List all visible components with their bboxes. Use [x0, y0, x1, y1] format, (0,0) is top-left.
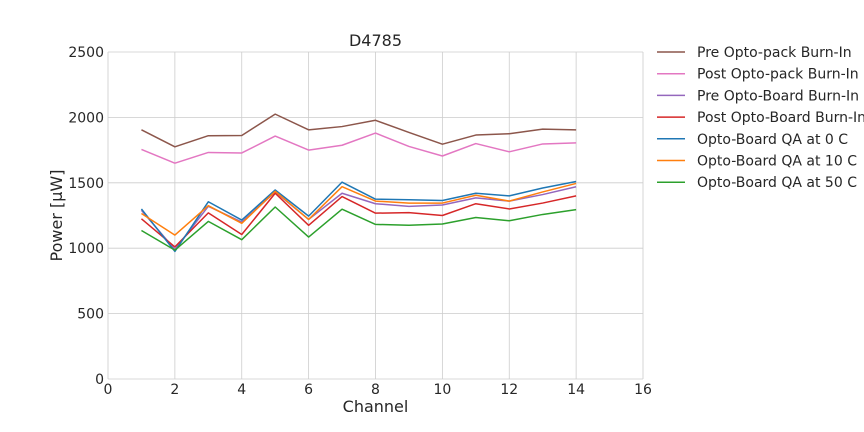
- series-line-1: [141, 113, 577, 148]
- legend-label: Post Opto-pack Burn-In: [697, 67, 859, 83]
- x-axis-label: Channel: [343, 397, 409, 416]
- y-tick-label: 0: [95, 372, 104, 388]
- x-tick-label: 0: [104, 382, 113, 398]
- legend-label: Opto-Board QA at 10 C: [697, 154, 857, 170]
- x-tick-label: 4: [237, 382, 246, 398]
- y-tick-label: 1500: [68, 176, 104, 192]
- series-line-2: [141, 132, 577, 164]
- x-tick-label: 8: [371, 382, 380, 398]
- x-tick-label: 2: [170, 382, 179, 398]
- series-line-4: [140, 192, 577, 248]
- x-tick-label: 10: [433, 382, 451, 398]
- legend: Pre Opto-pack Burn-In Post Opto-pack Burn…: [657, 45, 864, 191]
- legend-label: Opto-Board QA at 50 C: [697, 175, 857, 191]
- x-tick-labels: 0 2 4 6 8 10 12 14 16: [104, 382, 652, 398]
- series-lines: [140, 113, 577, 253]
- series-line-5: [140, 180, 577, 253]
- y-tick-label: 500: [77, 307, 104, 323]
- chart-title: D4785: [349, 31, 402, 50]
- legend-label: Pre Opto-Board Burn-In: [697, 88, 859, 104]
- legend-label: Opto-Board QA at 0 C: [697, 132, 848, 148]
- y-tick-labels: 0 500 1000 1500 2000 2500: [68, 45, 104, 388]
- x-tick-label: 6: [304, 382, 313, 398]
- y-tick-label: 2000: [68, 110, 104, 126]
- y-axis-label: Power [μW]: [47, 170, 66, 262]
- legend-label: Pre Opto-pack Burn-In: [697, 45, 852, 61]
- y-tick-label: 2500: [68, 45, 104, 61]
- x-tick-label: 12: [500, 382, 518, 398]
- x-tick-label: 16: [634, 382, 652, 398]
- series-line-7: [141, 206, 577, 251]
- series-line-6: [141, 182, 577, 236]
- y-tick-label: 1000: [68, 241, 104, 257]
- legend-label: Post Opto-Board Burn-In: [697, 110, 864, 126]
- grid: [107, 51, 644, 380]
- x-tick-label: 14: [567, 382, 585, 398]
